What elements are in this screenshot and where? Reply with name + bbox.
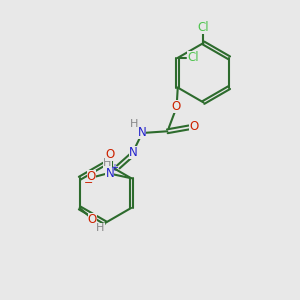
Text: O: O (105, 148, 114, 161)
Text: O: O (87, 170, 96, 183)
Text: H: H (103, 158, 112, 168)
Text: Cl: Cl (188, 51, 199, 64)
Text: N: N (105, 167, 114, 180)
Text: O: O (88, 213, 97, 226)
Text: H: H (130, 119, 138, 129)
Text: +: + (110, 163, 118, 173)
Text: Cl: Cl (198, 21, 209, 34)
Text: O: O (190, 120, 199, 133)
Text: −: − (84, 178, 93, 188)
Text: N: N (138, 126, 146, 139)
Text: H: H (96, 223, 105, 232)
Text: O: O (172, 100, 181, 112)
Text: N: N (129, 146, 138, 159)
